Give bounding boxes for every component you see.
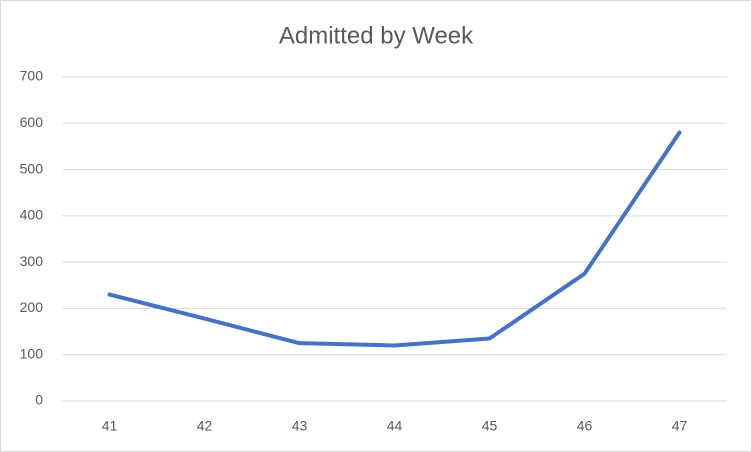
y-tick-label: 300 <box>20 253 44 269</box>
x-tick-label: 41 <box>102 418 118 434</box>
y-tick-label: 500 <box>20 160 44 176</box>
y-tick-label: 100 <box>20 345 44 361</box>
y-tick-label: 200 <box>20 299 44 315</box>
data-line <box>107 130 682 348</box>
x-tick-label: 43 <box>292 418 308 434</box>
y-tick-label: 600 <box>20 114 44 130</box>
x-tick-label: 47 <box>672 418 688 434</box>
x-tick-label: 42 <box>197 418 213 434</box>
x-tick-label: 46 <box>577 418 593 434</box>
y-tick-label: 700 <box>20 68 44 84</box>
y-tick-label: 400 <box>20 207 44 223</box>
x-tick-label: 45 <box>482 418 498 434</box>
chart-title: Admitted by Week <box>279 22 474 49</box>
x-tick-label: 44 <box>387 418 403 434</box>
y-tick-label: 0 <box>35 392 43 408</box>
